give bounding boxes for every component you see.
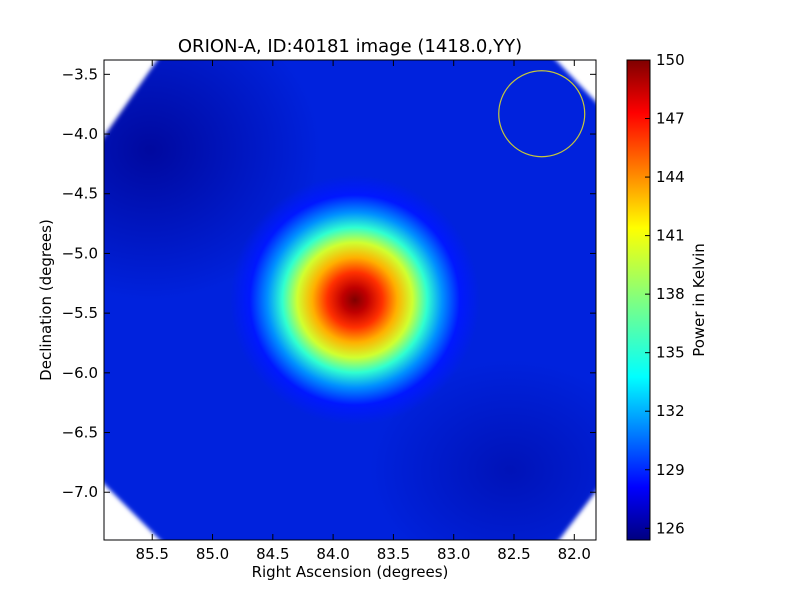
y-tick-label: −4.0	[62, 125, 98, 143]
colorbar-tick-label: 126	[656, 519, 685, 537]
y-tick-label: −7.0	[62, 483, 98, 501]
y-tick-label: −6.5	[62, 424, 98, 442]
source-emission	[229, 175, 480, 425]
x-tick-label: 84.0	[316, 545, 349, 563]
y-tick-label: −4.5	[62, 185, 98, 203]
x-axis: 85.5 85.0 84.5 84.0 83.5 83.0 82.5 82.0	[136, 60, 591, 563]
colorbar-ticks: 126 129 132 135 138 141 144 147 150	[645, 51, 685, 537]
y-axis: −3.5 −4.0 −4.5 −5.0 −5.5 −6.0 −6.5 −7.0	[62, 65, 596, 501]
colorbar-tick-label: 141	[656, 227, 685, 245]
plot-frame	[103, 59, 597, 541]
y-tick-label: −5.0	[62, 244, 98, 262]
x-tick-label: 85.0	[196, 545, 229, 563]
beam-circle	[498, 70, 586, 158]
x-tick-label: 84.5	[256, 545, 289, 563]
colorbar-tick-label: 138	[656, 285, 685, 303]
y-tick-label: −3.5	[62, 65, 98, 83]
colorbar-tick-label: 135	[656, 344, 685, 362]
colorbar-tick-label: 132	[656, 402, 685, 420]
x-axis-label: Right Ascension (degrees)	[252, 563, 449, 581]
colorbar-gradient	[627, 60, 650, 540]
colorbar: 126 129 132 135 138 141 144 147 150 Power in Kel…	[626, 51, 708, 541]
colorbar-tick-label: 129	[656, 461, 685, 479]
x-tick-label: 83.5	[377, 545, 410, 563]
x-tick-label: 83.0	[437, 545, 470, 563]
colorbar-frame	[626, 59, 651, 541]
colorbar-tick-label: 147	[656, 110, 685, 128]
y-axis-label: Declination (degrees)	[37, 219, 55, 381]
y-tick-label: −6.0	[62, 364, 98, 382]
colorbar-tick-label: 144	[656, 168, 685, 186]
image-corners	[104, 60, 596, 540]
colorbar-label: Power in Kelvin	[690, 243, 708, 357]
heatmap-image	[104, 60, 596, 540]
y-tick-label: −5.5	[62, 304, 98, 322]
x-tick-label: 82.0	[558, 545, 591, 563]
colorbar-tick-label: 150	[656, 51, 685, 69]
chart-title: ORION-A, ID:40181 image (1418.0,YY)	[178, 36, 522, 57]
x-tick-label: 82.5	[497, 545, 530, 563]
x-tick-label: 85.5	[136, 545, 169, 563]
